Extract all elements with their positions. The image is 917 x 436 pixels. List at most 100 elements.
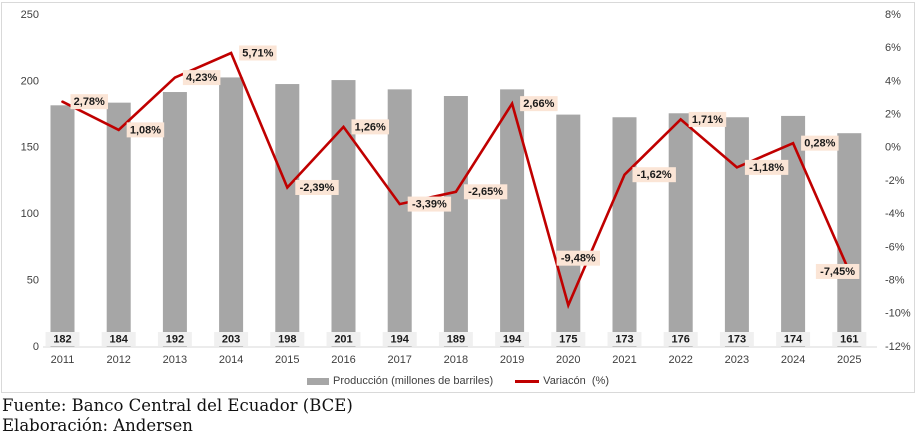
- variation-label-box-2024: [801, 135, 839, 151]
- variation-label-2025: -7,45%: [820, 266, 855, 278]
- legend-label-produccion: Producción (millones de barriles): [332, 375, 494, 387]
- left-axis-tick-200: 200: [21, 75, 39, 87]
- chart-frame: 182 184 192 203 198 201 194 189 194 175 173 176 173 1…: [1, 2, 915, 393]
- variation-label-2016: 1,26%: [355, 121, 386, 133]
- variation-label-box-2018: [463, 184, 508, 200]
- bar-value-label-2018: 189: [447, 333, 465, 345]
- variation-label-2020: -9,48%: [561, 253, 596, 265]
- variation-label-2012: 1,08%: [130, 124, 161, 136]
- left-axis-tick-50: 50: [27, 275, 39, 287]
- right-axis-tick--10%: -10%: [885, 308, 911, 320]
- bar-value-label-2011: 182: [53, 333, 71, 345]
- right-axis-tick--12%: -12%: [885, 341, 911, 353]
- bar-2018: [443, 96, 468, 348]
- variation-label-box-2021: [632, 167, 676, 183]
- bar-value-box-2016: [326, 332, 361, 346]
- right-axis-tick--2%: -2%: [885, 175, 905, 187]
- year-label-2016: 2016: [331, 354, 355, 366]
- year-label-2013: 2013: [163, 354, 187, 366]
- bar-value-label-2017: 194: [391, 333, 410, 345]
- bar-2011: [50, 105, 75, 347]
- variation-label-box-2016: [351, 119, 389, 135]
- bar-2021: [612, 117, 637, 347]
- variation-line: [61, 51, 851, 310]
- bar-2022: [668, 113, 693, 347]
- legend-line-swatch-icon: [515, 379, 540, 383]
- bar-2020: [556, 114, 581, 347]
- bar-value-box-2024: [776, 332, 811, 346]
- legend-label-variacion: Variacón (%): [543, 375, 609, 387]
- variation-label-box-2025: [815, 263, 860, 279]
- bar-2015: [275, 84, 300, 347]
- bar-value-box-2018: [438, 332, 473, 346]
- bar-value-box-2013: [157, 332, 192, 346]
- bar-value-label-2021: 173: [615, 333, 633, 345]
- year-label-2020: 2020: [556, 354, 580, 366]
- bar-value-box-2020: [551, 332, 586, 346]
- bar-value-box-2021: [607, 332, 642, 346]
- right-axis-tick--8%: -8%: [885, 275, 905, 287]
- year-label-2012: 2012: [106, 354, 130, 366]
- bar-value-box-2025: [832, 332, 867, 346]
- year-label-2021: 2021: [612, 354, 636, 366]
- bar-2013: [162, 92, 187, 347]
- bar-value-box-2014: [214, 332, 249, 346]
- left-axis-tick-150: 150: [21, 142, 39, 154]
- bar-value-label-2022: 176: [672, 333, 690, 345]
- variation-label-box-2012: [126, 122, 165, 138]
- bar-2024: [781, 115, 806, 347]
- bar-value-box-2011: [45, 332, 80, 346]
- variation-label-2013: 4,23%: [186, 72, 217, 84]
- right-axis-tick-6%: 6%: [885, 42, 901, 54]
- right-axis-tick--4%: -4%: [885, 208, 905, 220]
- year-label-2022: 2022: [668, 354, 692, 366]
- bar-2023: [724, 117, 749, 347]
- legend-item-variacion: Variacón (%): [515, 375, 609, 387]
- variation-label-2019: 2,66%: [523, 98, 554, 110]
- legend-item-produccion: Producción (millones de barriles): [306, 375, 494, 387]
- right-axis-tick-2%: 2%: [885, 109, 901, 121]
- right-axis-tick--6%: -6%: [885, 241, 905, 253]
- bar-2017: [387, 89, 412, 348]
- production-variation-chart: 182 184 192 203 198 201 194 189 194 175 173 176 173 1…: [21, 9, 911, 366]
- bar-2014: [219, 77, 244, 347]
- year-label-2019: 2019: [500, 354, 524, 366]
- bar-2019: [500, 89, 525, 348]
- variation-label-2011: 2,78%: [74, 96, 105, 108]
- bar-value-label-2015: 198: [278, 333, 296, 345]
- bar-value-box-2017: [382, 332, 417, 346]
- right-axis-tick-4%: 4%: [885, 75, 901, 87]
- variation-label-box-2015: [295, 179, 339, 195]
- chart-footnotes: Fuente: Banco Central del Ecuador (BCE) …: [2, 396, 353, 435]
- elaboration-line: Elaboración: Andersen: [2, 415, 193, 435]
- bar-value-box-2023: [719, 332, 754, 346]
- bar-value-label-2013: 192: [166, 333, 184, 345]
- variation-label-2015: -2,39%: [300, 182, 335, 194]
- right-axis-tick-8%: 8%: [885, 9, 901, 21]
- variation-label-box-2020: [556, 250, 600, 266]
- variation-label-2024: 0,28%: [804, 138, 835, 150]
- variation-label-2022: 1,71%: [692, 114, 723, 126]
- variation-label-box-2014: [239, 45, 277, 61]
- bar-value-box-2019: [495, 332, 530, 346]
- bar-value-box-2022: [663, 332, 698, 346]
- year-label-2018: 2018: [444, 354, 468, 366]
- legend-bar-swatch-icon: [306, 377, 329, 385]
- bar-value-label-2025: 161: [840, 333, 858, 345]
- year-label-2015: 2015: [275, 354, 299, 366]
- bar-value-label-2014: 203: [222, 333, 240, 345]
- bar-2025: [837, 133, 862, 347]
- bar-value-box-2012: [101, 332, 136, 346]
- year-label-2024: 2024: [781, 354, 805, 366]
- bar-value-box-2015: [270, 332, 305, 346]
- variation-label-box-2011: [70, 94, 108, 110]
- bar-2012: [106, 102, 131, 347]
- bar-value-label-2023: 173: [728, 333, 746, 345]
- left-axis-tick-100: 100: [21, 208, 39, 220]
- variation-label-box-2019: [520, 96, 558, 112]
- chart-legend: Producción (millones de barriles) Variac…: [2, 375, 914, 387]
- variation-label-2023: -1,18%: [749, 162, 784, 174]
- variation-label-2021: -1,62%: [637, 169, 672, 181]
- variation-label-box-2017: [407, 196, 452, 212]
